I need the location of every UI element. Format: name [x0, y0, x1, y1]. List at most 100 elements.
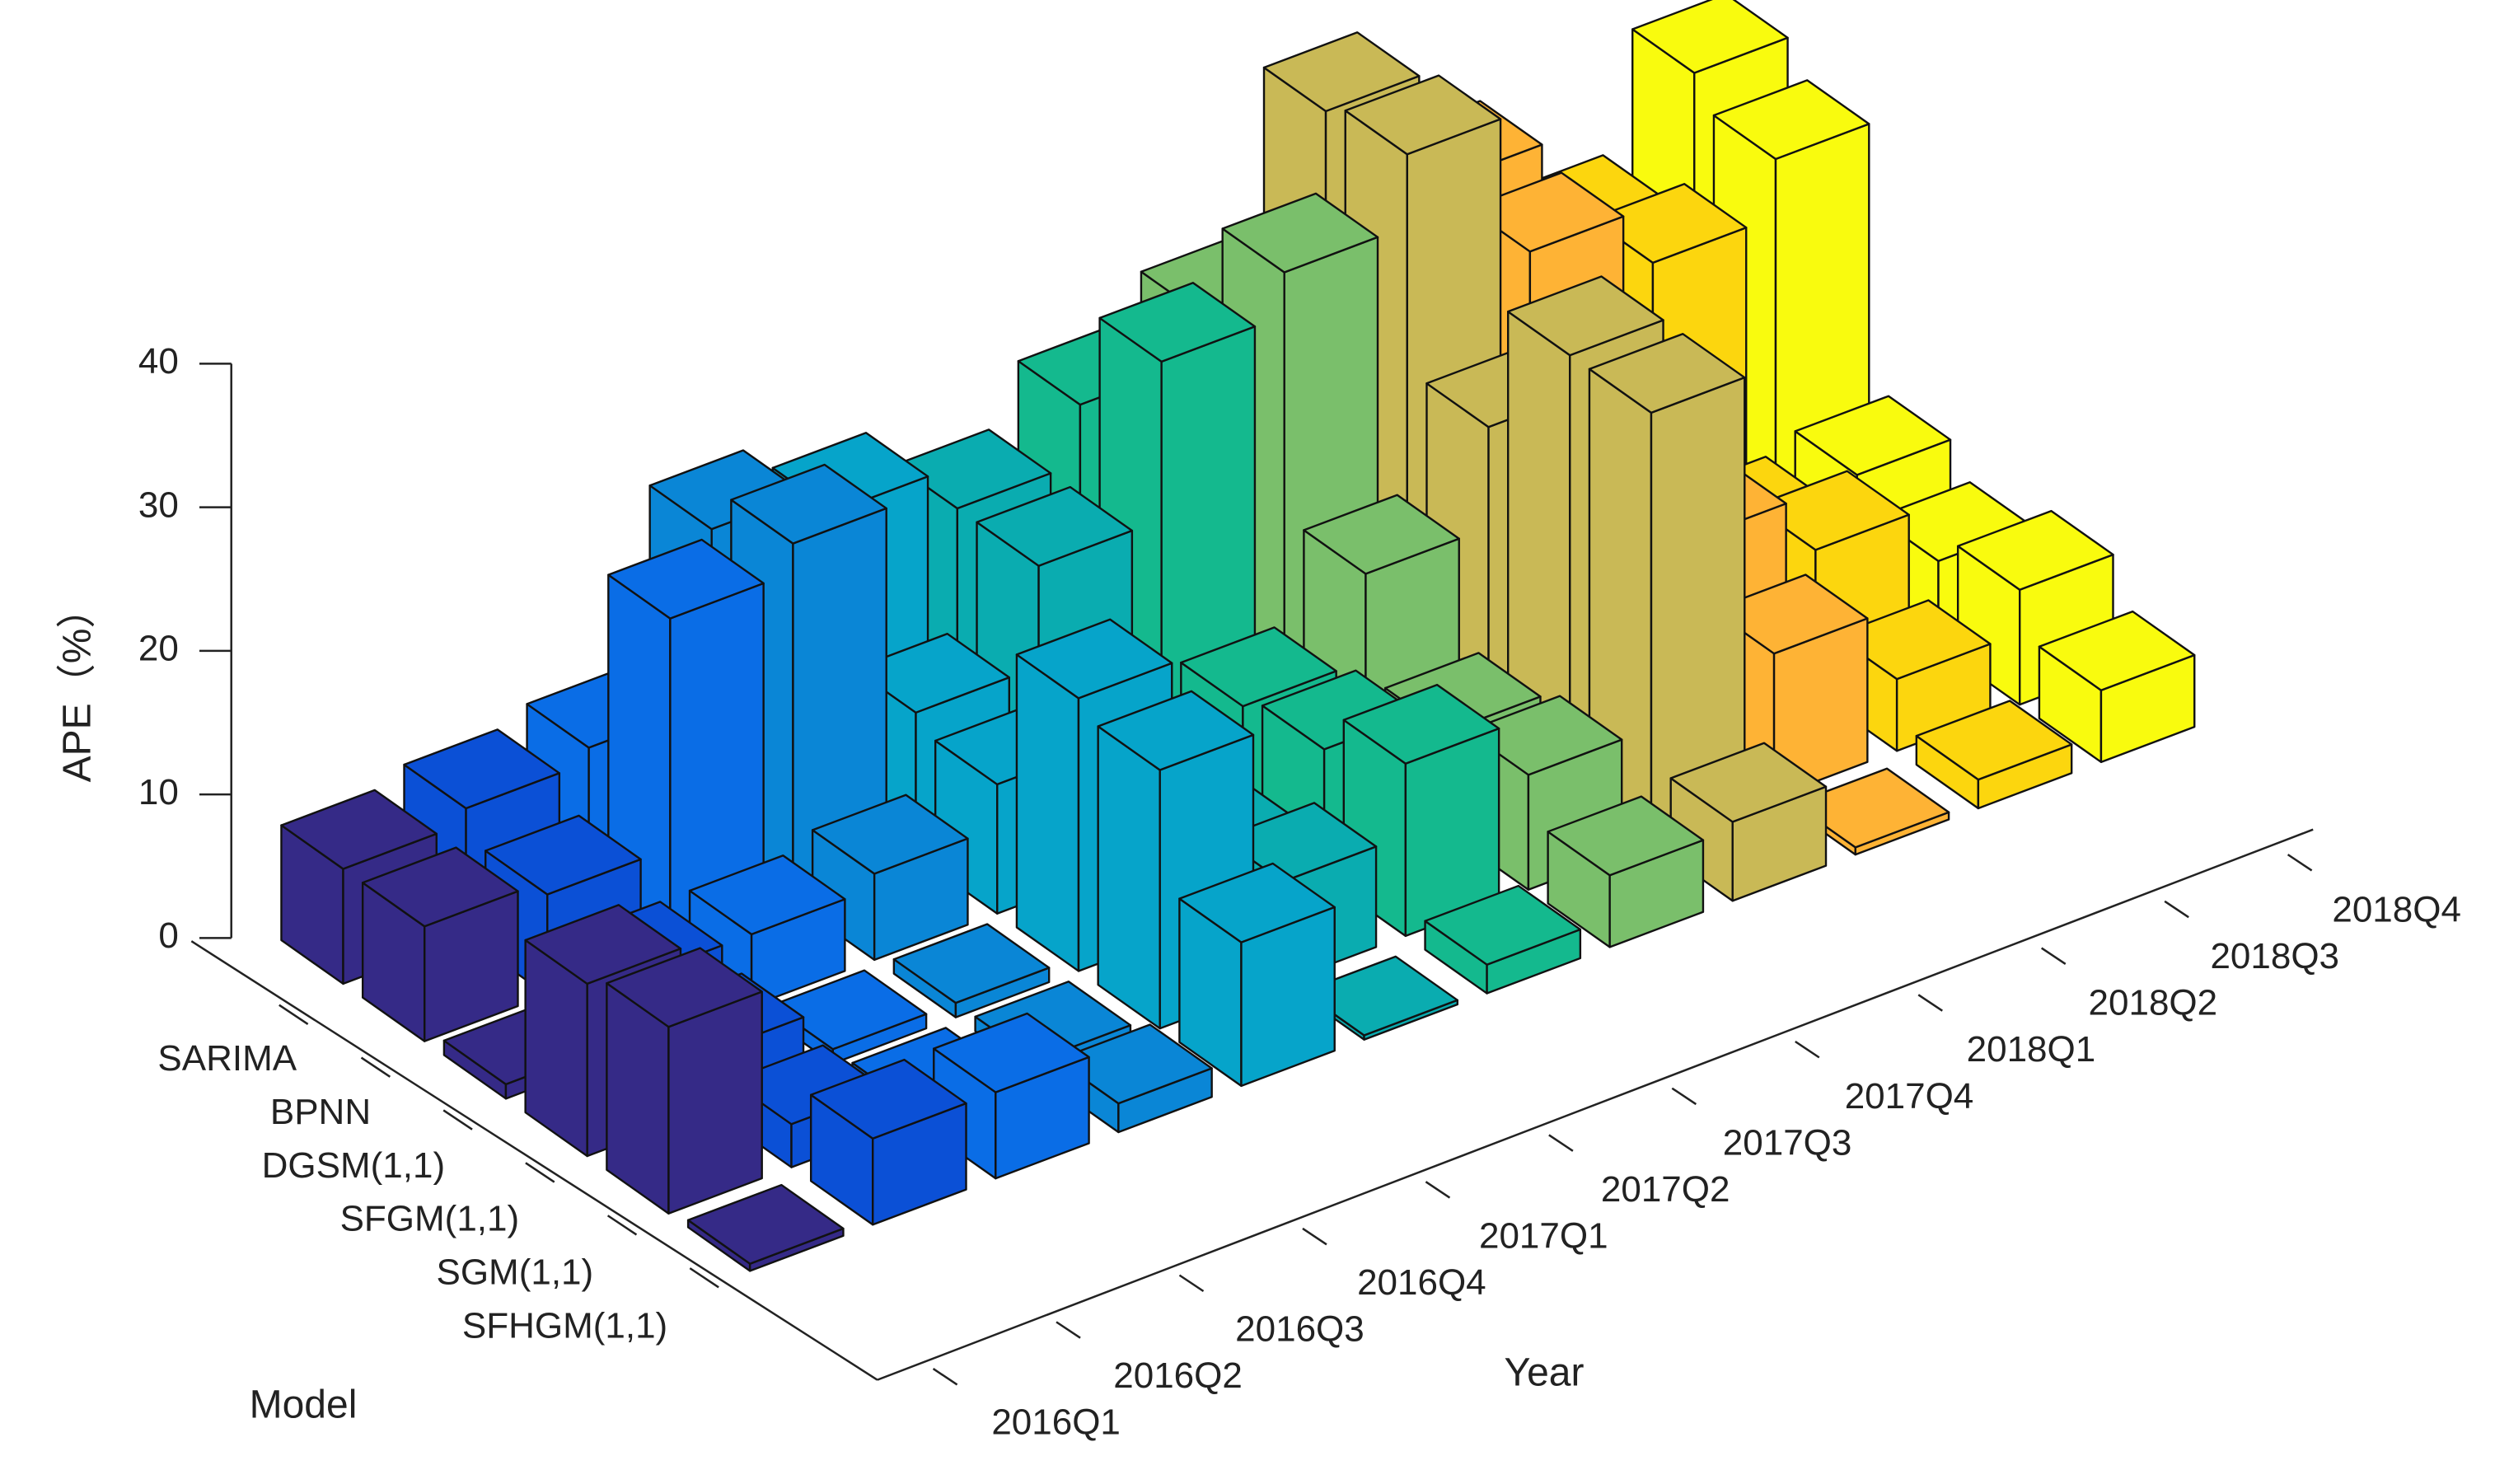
model-tick-label: BPNN [270, 1092, 371, 1132]
model-axis-label: Model [250, 1383, 358, 1427]
bar-top-face [1262, 31, 1421, 113]
year-tick [2040, 947, 2067, 965]
year-tick-label: 2018Q4 [2332, 890, 2461, 930]
model-tick-label: SFHGM(1,1) [462, 1305, 667, 1346]
bar-top-face [1221, 192, 1379, 274]
year-tick-label: 2016Q3 [1235, 1308, 1365, 1349]
bar [1669, 742, 1828, 902]
z-tick-label: 20 [138, 629, 179, 669]
model-tick [442, 1109, 473, 1131]
year-tick-label: 2018Q1 [1967, 1029, 2096, 1070]
bar-top-face [1669, 742, 1828, 823]
z-tick-label: 30 [138, 485, 179, 525]
bar-top-face [1342, 683, 1500, 765]
bar-top-face [809, 1058, 967, 1140]
bar-top-face [1589, 183, 1748, 264]
year-tick-label: 2018Q3 [2210, 936, 2339, 976]
year-axis-label: Year [1505, 1351, 1585, 1395]
model-tick [525, 1162, 555, 1183]
bar-top-face [1753, 470, 1910, 551]
bar [1178, 862, 1336, 1088]
bar [361, 846, 519, 1042]
year-tick-label: 2018Q2 [2089, 983, 2218, 1023]
bar-top-face [1711, 573, 1869, 655]
year-tick [1178, 1274, 1205, 1293]
bar [1547, 795, 1705, 948]
z-tick-label: 0 [158, 915, 178, 956]
model-tick [689, 1267, 719, 1289]
year-tick-label: 2016Q4 [1357, 1262, 1486, 1303]
year-tick-label: 2017Q3 [1723, 1122, 1852, 1163]
bar-top-face [484, 814, 642, 896]
bar-top-face [1588, 333, 1746, 414]
bar-top-face [1712, 79, 1870, 161]
year-tick [1425, 1181, 1451, 1199]
bar-top-face [1833, 599, 1992, 681]
bar-top-face [524, 904, 682, 985]
model-tick-label: DGSM(1,1) [262, 1145, 445, 1186]
bar [809, 1058, 967, 1226]
bar-top-face [2038, 610, 2196, 691]
year-tick-label: 2017Q4 [1845, 1076, 1974, 1117]
bar-top-face [892, 923, 1051, 1004]
z-tick-label: 10 [138, 772, 179, 812]
bar [2038, 610, 2196, 764]
year-tick-label: 2016Q1 [991, 1402, 1121, 1442]
bar-top-face [1301, 955, 1459, 1037]
bar-top-face [1015, 618, 1173, 700]
bar-top-face [1915, 700, 2073, 781]
bar [933, 1012, 1090, 1180]
bar-top-face [1547, 795, 1705, 877]
bar [811, 793, 969, 962]
bar-top-face [1180, 626, 1337, 708]
bar-top-face [976, 485, 1134, 567]
bar-top-face [688, 854, 846, 936]
bar-top-face [1631, 0, 1789, 74]
bar-top-face [361, 846, 519, 928]
bar-top-face [1424, 884, 1582, 966]
bar-top-face [730, 463, 887, 545]
model-axis [190, 940, 878, 1381]
bar [686, 1183, 845, 1272]
bar-top-face [1056, 1023, 1213, 1105]
bar-side-face [667, 990, 763, 1215]
year-tick [1056, 1321, 1081, 1339]
bar-top-face [894, 428, 1052, 510]
year-tick [1671, 1087, 1697, 1106]
bar [1915, 700, 2073, 810]
bar-top-face [853, 632, 1010, 714]
year-tick [932, 1368, 958, 1386]
bar [892, 923, 1051, 1018]
year-tick [1917, 994, 1943, 1012]
year-tick [1302, 1227, 1327, 1246]
bar-top-face [1178, 862, 1336, 943]
bar [1424, 884, 1582, 995]
model-tick [279, 1004, 309, 1025]
bar-front-face [1097, 725, 1161, 1030]
model-tick-label: SFGM(1,1) [340, 1199, 520, 1239]
bar [606, 947, 763, 1215]
bar-top-face [1098, 282, 1257, 363]
bar-top-face [1794, 395, 1952, 476]
year-tick [1795, 1040, 1820, 1059]
model-tick [606, 1215, 638, 1236]
model-tick-label: SGM(1,1) [436, 1252, 593, 1292]
bar-top-face [1956, 509, 2114, 591]
bar-top-face [1792, 767, 1950, 849]
model-tick [360, 1056, 391, 1078]
year-tick [1548, 1134, 1574, 1152]
year-tick [2287, 854, 2313, 872]
bar-top-face [1467, 171, 1625, 253]
bar-top-face [1303, 494, 1460, 575]
z-tick-label: 40 [138, 341, 179, 382]
bar-top-face [1465, 695, 1623, 776]
bar-top-face [1097, 690, 1255, 771]
bar-top-face [1344, 74, 1502, 156]
model-tick-label: SARIMA [157, 1038, 297, 1079]
bar-top-face [280, 789, 438, 870]
year-axis [877, 828, 2314, 1381]
bar-top-face [1507, 275, 1664, 357]
year-tick-label: 2017Q1 [1479, 1215, 1608, 1256]
bar-top-face [606, 947, 763, 1028]
